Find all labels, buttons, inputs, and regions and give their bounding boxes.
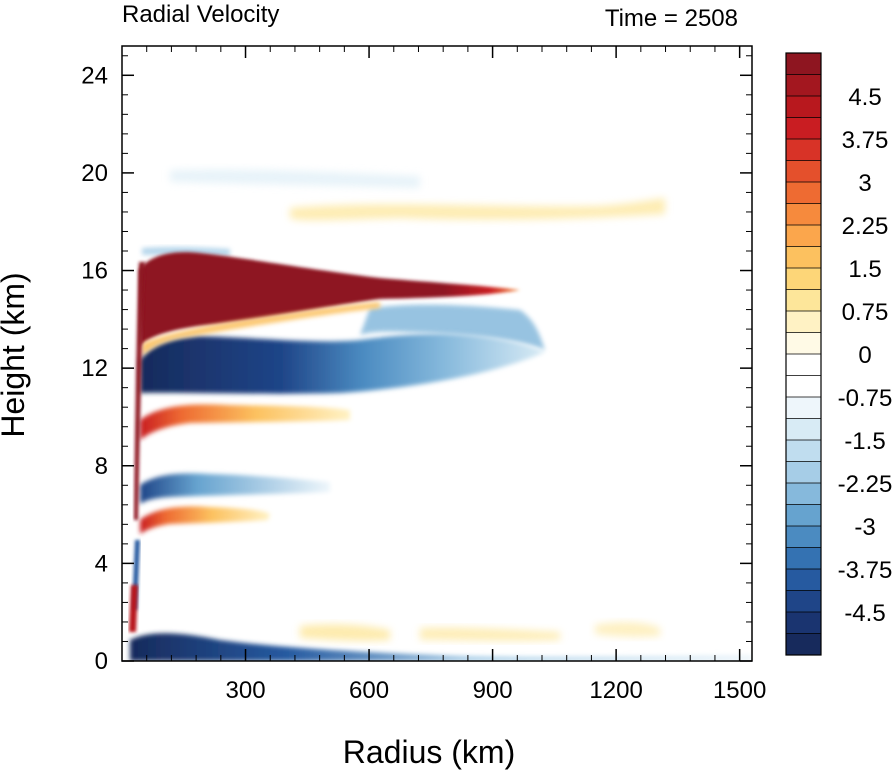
upper-inflow-shelf	[360, 304, 545, 350]
colorbar-swatch	[786, 53, 821, 75]
colorbar-label: 0.75	[842, 299, 889, 326]
colorbar-swatch	[786, 461, 821, 484]
colorbar-swatch	[786, 612, 821, 634]
low-level-outflow	[129, 585, 138, 632]
colorbar-swatch	[786, 440, 821, 462]
chart-title-left: Radial Velocity	[122, 1, 279, 28]
colorbar-swatch	[786, 268, 821, 290]
x-tick-label: 1200	[589, 677, 642, 704]
upper-inflow-layer	[140, 333, 545, 394]
bl-outflow-patch-b	[420, 627, 560, 641]
boundary-layer-inflow	[130, 633, 752, 661]
chart-title-right: Time = 2508	[605, 5, 738, 32]
y-tick-label: 12	[81, 355, 108, 382]
colorbar-swatch	[786, 504, 821, 527]
colorbar-swatch	[786, 569, 821, 591]
eyewall-column	[134, 262, 145, 520]
colorbar-label: -0.75	[838, 385, 893, 412]
colorbar-swatch	[786, 203, 821, 226]
upper-outflow-jet	[139, 252, 520, 346]
outflow-band-6km	[140, 506, 270, 534]
y-axis-label: Height (km)	[0, 272, 31, 437]
minor-ticks	[122, 46, 752, 661]
x-axis-label: Radius (km)	[343, 734, 515, 770]
colorbar-swatch	[786, 354, 821, 376]
colorbar-label: -2.25	[838, 471, 893, 498]
y-tick-label: 16	[81, 258, 108, 285]
cap-inflow-17km	[142, 246, 230, 256]
jet-lower-fringe	[142, 302, 380, 356]
colorbar-swatch	[786, 418, 821, 441]
x-axis-ticks: 300 600 900 1200 1500	[226, 46, 766, 704]
colorbar-swatch	[786, 225, 821, 247]
outflow-band-10km	[140, 404, 350, 440]
x-tick-label: 600	[349, 677, 389, 704]
colorbar-swatch	[786, 332, 821, 355]
colorbar-swatch	[786, 526, 821, 548]
colorbar-label: -3	[854, 514, 875, 541]
colorbar	[785, 52, 822, 656]
colorbar-swatch	[786, 547, 821, 570]
colorbar-swatch	[786, 160, 821, 183]
colorbar-label: 1.5	[848, 256, 881, 283]
colorbar-swatch	[786, 289, 821, 312]
colorbar-swatch	[786, 117, 821, 140]
colorbar-swatch	[786, 311, 821, 333]
colorbar-labels: 4.5 3.75 3 2.25 1.5 0.75 0 -0.75 -1.5 -2.25 -3 -3.7…	[838, 84, 893, 627]
colorbar-swatch	[786, 96, 821, 118]
weak-outflow-18km	[290, 198, 665, 221]
colorbar-swatch	[786, 182, 821, 204]
x-tick-label: 300	[226, 677, 266, 704]
colorbar-swatch	[786, 590, 821, 613]
colorbar-label: -4.5	[844, 600, 885, 627]
colorbar-label: -3.75	[838, 557, 893, 584]
colorbar-swatch	[786, 397, 821, 419]
colorbar-label: 3.75	[842, 127, 889, 154]
colorbar-label: -1.5	[844, 428, 885, 455]
weak-inflow-20km	[170, 169, 420, 188]
colorbar-label: 0	[858, 342, 871, 369]
colorbar-swatch	[786, 74, 821, 97]
colorbar-label: 2.25	[842, 213, 889, 240]
y-tick-label: 4	[95, 550, 108, 577]
plot-frame	[121, 45, 753, 662]
colorbar-swatch	[786, 375, 821, 398]
y-tick-label: 24	[81, 62, 108, 89]
colorbar-swatch	[786, 139, 821, 161]
colorbar-swatch	[786, 633, 821, 656]
bl-outflow-patch-c	[595, 622, 660, 637]
inflow-band-7km	[140, 473, 330, 504]
x-tick-label: 1500	[713, 677, 766, 704]
y-tick-label: 8	[95, 453, 108, 480]
colorbar-frame	[785, 52, 822, 656]
velocity-field	[129, 169, 752, 661]
colorbar-label: 3	[858, 170, 871, 197]
y-axis-ticks: 0 4 8 12 16 20 24	[81, 62, 752, 675]
y-tick-label: 20	[81, 160, 108, 187]
colorbar-swatch	[786, 246, 821, 269]
x-tick-label: 900	[473, 677, 513, 704]
colorbar-swatch	[786, 483, 821, 505]
y-tick-label: 0	[95, 648, 108, 675]
colorbar-label: 4.5	[848, 84, 881, 111]
bl-outflow-patch-a	[300, 624, 390, 641]
